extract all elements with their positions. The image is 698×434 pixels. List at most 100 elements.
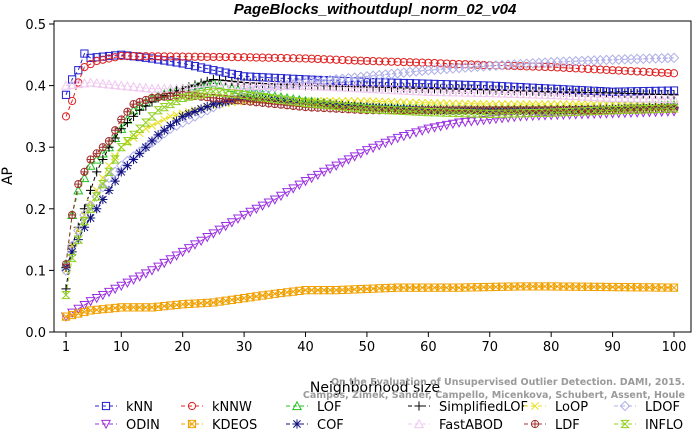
data-point-ldf bbox=[104, 136, 114, 146]
data-point-knnw bbox=[68, 96, 77, 106]
data-point-knnw bbox=[356, 56, 365, 65]
data-point-inflo bbox=[184, 92, 194, 101]
data-point-knnw bbox=[282, 54, 292, 63]
data-point-odin bbox=[300, 176, 311, 187]
data-point-inflo bbox=[227, 89, 237, 98]
data-point-odin bbox=[423, 124, 434, 134]
legend-item-odin: ODIN bbox=[95, 418, 160, 433]
data-point-knnw bbox=[633, 67, 642, 76]
data-point-loop bbox=[534, 100, 543, 109]
data-point-inflo bbox=[460, 109, 470, 118]
data-point-inflo bbox=[669, 104, 679, 113]
data-point-knnw bbox=[639, 67, 648, 76]
data-point-fastabod bbox=[269, 80, 280, 90]
data-point-inflo bbox=[601, 106, 612, 115]
data-point-fastabod bbox=[337, 82, 348, 92]
data-point-cof bbox=[79, 222, 90, 232]
legend-marker-kdeos bbox=[187, 419, 197, 429]
data-point-loop bbox=[553, 100, 562, 109]
data-point-inflo bbox=[73, 235, 84, 244]
data-point-cof bbox=[104, 185, 114, 195]
y-tick-label: 0.2 bbox=[25, 203, 46, 218]
data-point-odin bbox=[490, 114, 501, 125]
data-point-ldf bbox=[86, 155, 95, 164]
legend-label: LoOP bbox=[555, 400, 588, 415]
data-point-fastabod bbox=[509, 88, 520, 98]
data-point-inflo bbox=[220, 88, 231, 98]
data-point-odin bbox=[312, 170, 323, 181]
data-point-fastabod bbox=[564, 90, 575, 100]
data-point-knnw bbox=[104, 54, 114, 63]
data-point-fastabod bbox=[294, 80, 305, 90]
data-point-inflo bbox=[644, 105, 655, 114]
data-point-odin bbox=[288, 184, 299, 194]
data-point-inflo bbox=[214, 88, 225, 97]
series-fastabod bbox=[60, 77, 680, 104]
data-point-loop bbox=[418, 98, 427, 107]
data-point-loop bbox=[522, 100, 531, 109]
data-point-fastabod bbox=[398, 85, 409, 95]
data-point-knnw bbox=[227, 53, 236, 62]
data-point-fastabod bbox=[447, 86, 458, 97]
series-line-kdeos bbox=[65, 285, 674, 318]
data-point-fastabod bbox=[140, 82, 151, 93]
data-point-inflo bbox=[417, 107, 428, 116]
data-point-knnw bbox=[332, 55, 341, 64]
data-point-cof bbox=[214, 98, 225, 108]
data-point-ldof bbox=[152, 132, 164, 144]
data-point-fastabod bbox=[355, 83, 366, 93]
data-point-fastabod bbox=[232, 80, 243, 90]
data-point-loop bbox=[356, 97, 365, 105]
data-point-knnw bbox=[295, 54, 304, 63]
data-point-inflo bbox=[306, 99, 317, 108]
data-point-simplifiedlof bbox=[135, 105, 145, 115]
x-tick-label: 30 bbox=[236, 340, 253, 355]
data-point-fastabod bbox=[595, 92, 606, 102]
data-point-odin bbox=[153, 262, 164, 272]
data-point-knnw bbox=[154, 52, 163, 61]
data-point-inflo bbox=[497, 109, 507, 118]
data-point-fastabod bbox=[558, 90, 569, 100]
data-point-odin bbox=[189, 240, 201, 250]
data-point-fastabod bbox=[122, 80, 133, 91]
data-point-odin bbox=[294, 180, 305, 191]
data-point-fastabod bbox=[331, 81, 342, 92]
data-point-knnw bbox=[553, 63, 562, 72]
data-point-fastabod bbox=[552, 89, 563, 100]
data-point-inflo bbox=[478, 109, 489, 118]
data-point-knn bbox=[190, 62, 200, 71]
data-point-ldof bbox=[109, 166, 121, 178]
data-point-inflo bbox=[448, 108, 458, 117]
data-point-odin bbox=[282, 188, 293, 198]
data-point-odin bbox=[134, 272, 145, 282]
data-point-fastabod bbox=[539, 89, 551, 99]
data-point-loop bbox=[111, 152, 120, 161]
data-point-odin bbox=[232, 214, 243, 224]
credit-line-2: On the Evaluation of Unsupervised Outlie… bbox=[331, 377, 685, 388]
data-point-odin bbox=[404, 130, 415, 140]
data-point-loop bbox=[172, 110, 181, 119]
data-point-fastabod bbox=[208, 80, 219, 90]
data-point-odin bbox=[460, 117, 471, 128]
data-point-loop bbox=[516, 100, 525, 109]
data-point-knnw bbox=[350, 56, 359, 65]
data-point-inflo bbox=[546, 108, 556, 117]
data-point-fastabod bbox=[490, 87, 501, 98]
data-point-inflo bbox=[491, 109, 501, 118]
data-point-fastabod bbox=[288, 80, 299, 90]
data-point-inflo bbox=[110, 155, 120, 164]
data-point-odin bbox=[146, 266, 158, 276]
data-point-loop bbox=[448, 99, 457, 108]
data-point-loop bbox=[375, 97, 384, 106]
y-tick-label: 0.1 bbox=[25, 264, 46, 279]
data-point-simplifiedlof bbox=[190, 80, 200, 90]
legend-marker-cof bbox=[292, 419, 302, 429]
data-point-odin bbox=[220, 221, 231, 232]
data-point-loop bbox=[436, 99, 445, 108]
data-point-cof bbox=[116, 167, 126, 177]
x-tick-label: 90 bbox=[604, 340, 621, 355]
data-point-inflo bbox=[374, 105, 385, 114]
data-point-knnw bbox=[172, 52, 181, 61]
data-point-cof bbox=[171, 116, 182, 126]
